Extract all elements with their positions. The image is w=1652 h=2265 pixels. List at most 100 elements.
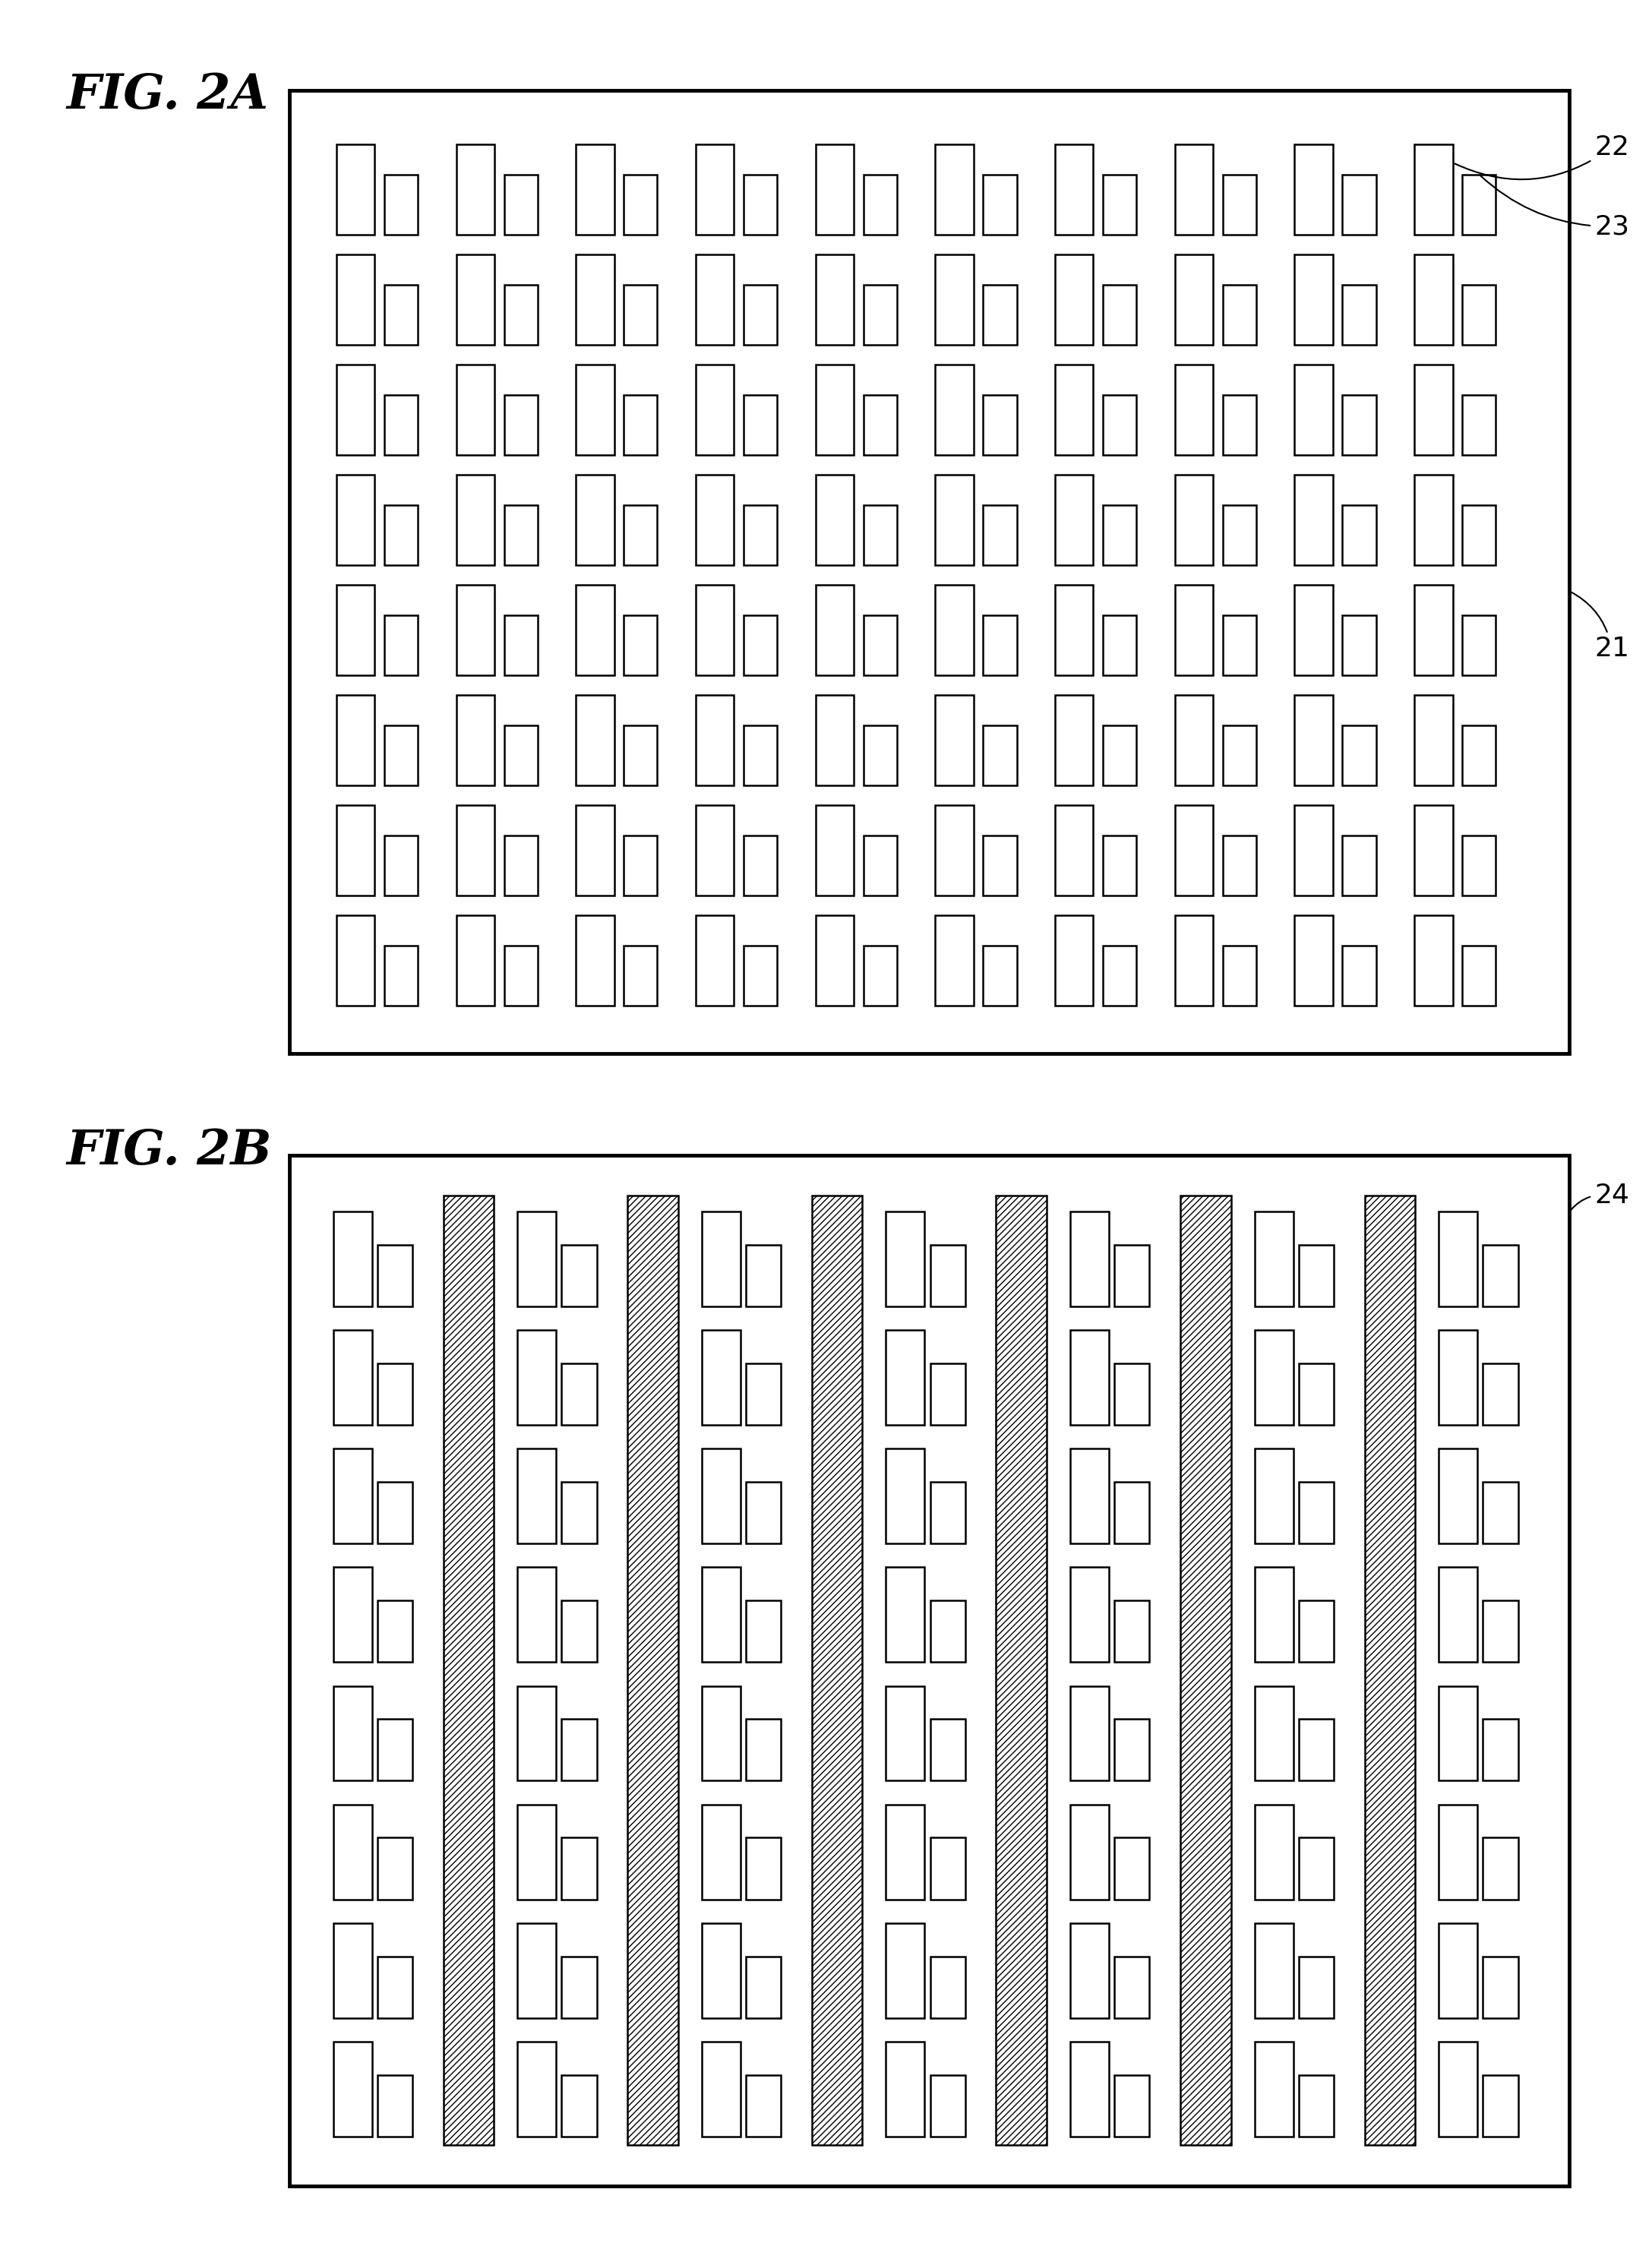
Bar bbox=[743, 725, 776, 786]
Bar bbox=[811, 1196, 862, 2145]
Bar bbox=[1483, 1719, 1518, 1780]
Bar bbox=[1483, 1957, 1518, 2018]
Bar bbox=[504, 505, 537, 566]
Bar bbox=[816, 584, 854, 675]
Bar bbox=[702, 1212, 740, 1307]
Bar bbox=[1222, 174, 1256, 236]
Bar bbox=[562, 1837, 596, 1900]
Bar bbox=[983, 614, 1016, 675]
Bar bbox=[864, 505, 897, 566]
Bar bbox=[1439, 1212, 1477, 1307]
Bar bbox=[1295, 915, 1333, 1006]
Bar bbox=[885, 1212, 925, 1307]
Bar bbox=[702, 2041, 740, 2136]
Bar bbox=[1298, 1364, 1333, 1425]
Bar bbox=[1298, 1719, 1333, 1780]
Bar bbox=[377, 1837, 413, 1900]
Bar bbox=[334, 2041, 372, 2136]
Bar bbox=[1462, 725, 1495, 786]
Bar bbox=[695, 145, 733, 236]
Bar bbox=[385, 505, 418, 566]
Bar bbox=[385, 174, 418, 236]
Bar bbox=[1104, 174, 1137, 236]
Bar bbox=[935, 584, 973, 675]
Bar bbox=[577, 476, 615, 566]
Bar bbox=[885, 1450, 925, 1542]
Bar bbox=[1070, 1330, 1108, 1425]
Bar bbox=[1222, 836, 1256, 895]
Bar bbox=[1343, 945, 1376, 1006]
Bar bbox=[1254, 1567, 1294, 1663]
Bar bbox=[1115, 1837, 1150, 1900]
Bar bbox=[930, 1837, 965, 1900]
Bar bbox=[1462, 505, 1495, 566]
Bar bbox=[1365, 1196, 1416, 2145]
Bar bbox=[1222, 285, 1256, 344]
Bar bbox=[562, 1601, 596, 1663]
Bar bbox=[864, 614, 897, 675]
Bar bbox=[743, 614, 776, 675]
Bar bbox=[885, 1685, 925, 1780]
Bar bbox=[885, 1567, 925, 1663]
Bar bbox=[1180, 1196, 1231, 2145]
Bar bbox=[577, 254, 615, 344]
Bar bbox=[562, 1364, 596, 1425]
Bar bbox=[456, 806, 494, 895]
Bar bbox=[1483, 1601, 1518, 1663]
Bar bbox=[1414, 254, 1452, 344]
Bar bbox=[983, 945, 1016, 1006]
Bar bbox=[1414, 476, 1452, 566]
Bar bbox=[816, 365, 854, 455]
Bar bbox=[337, 806, 375, 895]
Bar bbox=[695, 584, 733, 675]
Bar bbox=[456, 476, 494, 566]
Bar bbox=[996, 1196, 1047, 2145]
Bar bbox=[1343, 394, 1376, 455]
Bar bbox=[1070, 1567, 1108, 1663]
Bar bbox=[624, 725, 657, 786]
Bar bbox=[562, 1481, 596, 1542]
Bar bbox=[334, 1685, 372, 1780]
Bar bbox=[377, 1364, 413, 1425]
Bar bbox=[504, 945, 537, 1006]
Bar bbox=[864, 836, 897, 895]
Bar bbox=[337, 584, 375, 675]
Bar bbox=[517, 1923, 557, 2018]
Bar bbox=[456, 365, 494, 455]
Bar bbox=[377, 1601, 413, 1663]
Bar bbox=[1115, 1364, 1150, 1425]
Bar bbox=[695, 254, 733, 344]
Bar bbox=[1414, 695, 1452, 786]
Bar bbox=[1295, 695, 1333, 786]
Text: 22: 22 bbox=[1454, 134, 1629, 179]
Bar bbox=[1462, 394, 1495, 455]
Bar bbox=[930, 1957, 965, 2018]
Bar bbox=[930, 1601, 965, 1663]
Bar bbox=[1439, 1567, 1477, 1663]
Bar bbox=[816, 695, 854, 786]
Bar bbox=[377, 1957, 413, 2018]
Text: FIG. 2B: FIG. 2B bbox=[66, 1128, 271, 1176]
Bar bbox=[983, 285, 1016, 344]
Bar bbox=[337, 365, 375, 455]
Bar bbox=[695, 365, 733, 455]
Bar bbox=[1115, 1719, 1150, 1780]
Text: 21: 21 bbox=[1571, 591, 1629, 661]
Bar bbox=[517, 2041, 557, 2136]
Bar bbox=[337, 254, 375, 344]
Bar bbox=[337, 695, 375, 786]
Bar bbox=[1295, 365, 1333, 455]
Bar bbox=[1175, 476, 1213, 566]
Bar bbox=[747, 1481, 781, 1542]
Bar bbox=[1298, 1957, 1333, 2018]
Bar bbox=[517, 1450, 557, 1542]
Bar bbox=[983, 505, 1016, 566]
Bar bbox=[1104, 725, 1137, 786]
Bar bbox=[743, 505, 776, 566]
Bar bbox=[1056, 584, 1094, 675]
Bar bbox=[695, 695, 733, 786]
Bar bbox=[695, 476, 733, 566]
Bar bbox=[1254, 1805, 1294, 1900]
Bar bbox=[983, 836, 1016, 895]
Bar bbox=[1104, 614, 1137, 675]
